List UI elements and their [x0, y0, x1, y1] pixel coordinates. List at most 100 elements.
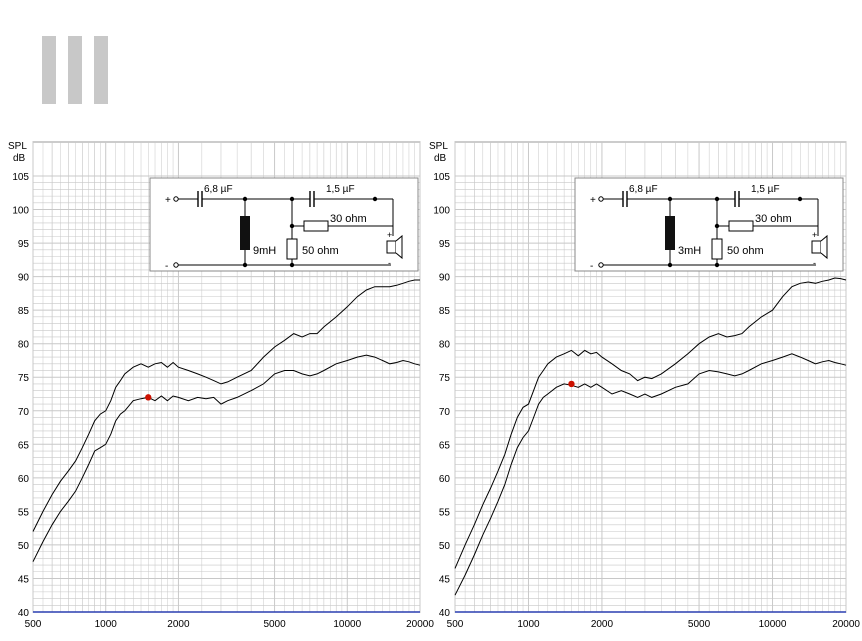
- y-tick-label: 90: [18, 273, 30, 284]
- series-line-2: [454, 353, 847, 596]
- c2-label: 1,5 µF: [751, 184, 780, 195]
- junction-dot: [372, 196, 378, 202]
- plus-terminal-label: +: [165, 195, 171, 206]
- logo-bar: [68, 36, 82, 104]
- y-tick-label: 55: [18, 507, 30, 518]
- y-tick-label: 50: [439, 541, 451, 552]
- input-terminal-plus: [598, 196, 604, 202]
- x-tick-label: 2000: [167, 619, 190, 630]
- inductor-label: 3mH: [678, 245, 701, 257]
- x-tick-label: 5000: [688, 619, 711, 630]
- y-tick-label: 40: [439, 608, 451, 619]
- schematic-box: [149, 177, 419, 272]
- y-tick-label: 105: [433, 172, 450, 183]
- x-tick-label: 1000: [517, 619, 540, 630]
- marker-point: [568, 380, 575, 388]
- speaker-plus-label: +: [812, 230, 817, 240]
- x-tick-label: 1000: [95, 619, 118, 630]
- series-line-1: [32, 279, 420, 532]
- x-tick-label: 20000: [832, 619, 860, 630]
- input-terminal-minus: [598, 262, 604, 268]
- y-tick-label: 45: [18, 574, 30, 585]
- series-line-2: [32, 354, 421, 562]
- series-resistor-symbol: [728, 220, 754, 232]
- header-logo: [42, 36, 108, 104]
- crossover-schematic: + - 6,8 µF 1,5 µF 3mH 30 ohm 50 ohm + -: [574, 177, 844, 272]
- minus-terminal-label: -: [165, 261, 168, 272]
- y-tick-label: 65: [439, 440, 451, 451]
- junction-dot: [714, 223, 720, 229]
- y-axis-unit: dB: [434, 153, 447, 164]
- minus-terminal-label: -: [590, 261, 593, 272]
- speaker-icon: [811, 240, 822, 254]
- series-line-1: [454, 277, 847, 569]
- x-tick-label: 2000: [591, 619, 614, 630]
- y-tick-label: 105: [12, 172, 29, 183]
- x-tick-label: 5000: [263, 619, 286, 630]
- shunt-resistor-label: 50 ohm: [727, 245, 764, 257]
- marker-point: [145, 394, 152, 401]
- logo-bar: [42, 36, 56, 104]
- y-tick-label: 70: [439, 407, 451, 418]
- y-tick-label: 55: [439, 507, 451, 518]
- x-tick-label: 500: [447, 619, 464, 630]
- shunt-resistor-symbol: [711, 238, 723, 260]
- y-tick-label: 60: [439, 474, 451, 485]
- junction-dot: [289, 223, 295, 229]
- y-tick-label: 50: [18, 541, 30, 552]
- series-resistor-label: 30 ohm: [755, 213, 792, 225]
- x-tick-label: 10000: [333, 619, 361, 630]
- input-terminal-plus: [173, 196, 179, 202]
- y-tick-label: 85: [439, 306, 451, 317]
- junction-dot: [714, 196, 720, 202]
- y-tick-label: 75: [18, 373, 30, 384]
- junction-dot: [797, 196, 803, 202]
- c2-label: 1,5 µF: [326, 184, 355, 195]
- y-tick-label: 65: [18, 440, 30, 451]
- inductor-label: 9mH: [253, 245, 276, 257]
- y-tick-label: 95: [18, 239, 30, 250]
- y-tick-label: 85: [18, 306, 30, 317]
- junction-dot: [242, 196, 248, 202]
- y-tick-label: 100: [12, 206, 29, 217]
- crossover-schematic: + - 6,8 µF 1,5 µF 9mH 30 ohm 50 ohm + -: [149, 177, 419, 272]
- y-tick-label: 80: [18, 340, 30, 351]
- y-tick-label: 95: [439, 239, 451, 250]
- speaker-minus-label: -: [813, 258, 816, 268]
- plus-terminal-label: +: [590, 195, 596, 206]
- input-terminal-minus: [173, 262, 179, 268]
- y-tick-label: 70: [18, 407, 30, 418]
- y-tick-label: 75: [439, 373, 451, 384]
- x-tick-label: 10000: [759, 619, 787, 630]
- inductor-symbol: [665, 216, 675, 250]
- speaker-cone: [395, 234, 403, 260]
- series-resistor-symbol: [303, 220, 329, 232]
- y-axis-unit: dB: [13, 153, 26, 164]
- schematic-box: [574, 177, 844, 272]
- y-axis-label: SPL: [429, 141, 448, 152]
- shunt-resistor-label: 50 ohm: [302, 245, 339, 257]
- inductor-symbol: [240, 216, 250, 250]
- y-axis-label: SPL: [8, 141, 27, 152]
- shunt-resistor-symbol: [286, 238, 298, 260]
- speaker-icon: [386, 240, 397, 254]
- y-tick-label: 80: [439, 340, 451, 351]
- junction-dot: [289, 196, 295, 202]
- y-tick-label: 60: [18, 474, 30, 485]
- junction-dot: [667, 196, 673, 202]
- speaker-minus-label: -: [388, 258, 391, 268]
- c1-label: 6,8 µF: [204, 184, 233, 195]
- speaker-plus-label: +: [387, 230, 392, 240]
- y-tick-label: 90: [439, 273, 451, 284]
- x-tick-label: 20000: [406, 619, 434, 630]
- y-tick-label: 100: [433, 206, 450, 217]
- x-tick-label: 500: [25, 619, 42, 630]
- y-tick-label: 45: [439, 574, 451, 585]
- logo-bar: [94, 36, 108, 104]
- series-resistor-label: 30 ohm: [330, 213, 367, 225]
- y-tick-label: 40: [18, 608, 30, 619]
- c1-label: 6,8 µF: [629, 184, 658, 195]
